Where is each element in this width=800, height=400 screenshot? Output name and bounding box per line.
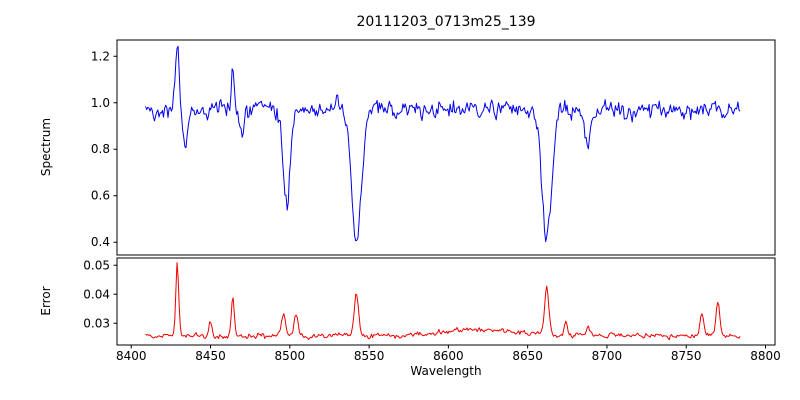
spectrum-line <box>145 45 741 243</box>
y-tick-label: 0.04 <box>83 287 110 301</box>
y-tick-label: 1.2 <box>91 49 110 63</box>
x-tick-label: 8500 <box>275 349 306 363</box>
spectrum-panel-border <box>116 39 776 256</box>
x-tick-label: 8450 <box>195 349 226 363</box>
x-tick-label: 8650 <box>512 349 543 363</box>
y-tick-label: 0.05 <box>83 258 110 272</box>
x-tick-label: 8400 <box>116 349 147 363</box>
y-tick-label: 0.4 <box>91 235 110 249</box>
y-tick-label: 0.6 <box>91 189 110 203</box>
x-tick-label: 8550 <box>354 349 385 363</box>
y-axis-label-error: Error <box>39 286 53 316</box>
chart-title: 20111203_0713m25_139 <box>356 14 536 30</box>
y-tick-label: 0.03 <box>83 316 110 330</box>
y-axis-label-spectrum: Spectrum <box>39 117 53 177</box>
error-line <box>145 262 741 341</box>
y-tick-label: 0.8 <box>91 142 110 156</box>
x-tick-label: 8750 <box>671 349 702 363</box>
x-tick-label: 8700 <box>592 349 623 363</box>
x-tick-label: 8600 <box>433 349 464 363</box>
x-axis-label: Wavelength <box>410 364 482 378</box>
error-panel-border <box>116 257 776 346</box>
y-tick-label: 1.0 <box>91 96 110 110</box>
x-tick-label: 8800 <box>750 349 781 363</box>
